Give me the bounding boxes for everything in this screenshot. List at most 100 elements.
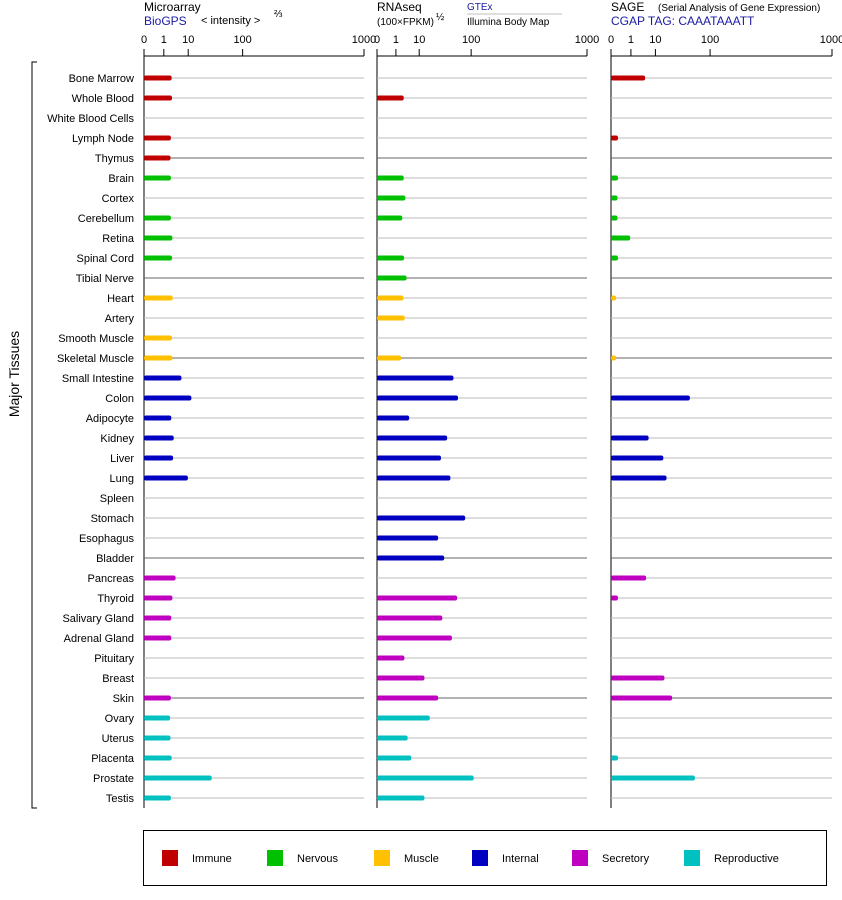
category-label: Pancreas xyxy=(88,573,135,585)
bar-microarray xyxy=(144,795,171,801)
bar-microarray xyxy=(144,595,173,601)
legend: Immune Nervous Muscle Internal Secretory Repr… xyxy=(143,830,827,886)
legend-label: Muscle xyxy=(404,853,439,865)
bar-microarray xyxy=(144,395,192,401)
legend-item: Nervous xyxy=(267,850,338,866)
bar-microarray xyxy=(144,615,172,621)
category-label: Stomach xyxy=(91,513,134,525)
bar-microarray xyxy=(144,175,171,181)
legend-item: Internal xyxy=(472,850,539,866)
x-tick-label: 1000 xyxy=(575,34,599,46)
legend-swatch xyxy=(684,850,700,866)
category-label: Adipocyte xyxy=(86,413,134,425)
bar-microarray xyxy=(144,695,171,701)
legend-swatch xyxy=(572,850,588,866)
bar-microarray xyxy=(144,415,172,421)
bar-rnaseq xyxy=(377,255,405,261)
x-tick-label: 10 xyxy=(413,34,425,46)
bar-rnaseq xyxy=(377,435,448,441)
bar-microarray xyxy=(144,215,171,221)
group-bracket xyxy=(31,61,37,809)
category-label: Thyroid xyxy=(97,593,134,605)
category-label: Spleen xyxy=(100,493,134,505)
bar-rnaseq xyxy=(377,535,439,541)
category-label: Small Intestine xyxy=(62,373,134,385)
bar-rnaseq xyxy=(377,475,451,481)
bar-rnaseq xyxy=(377,635,452,641)
legend-swatch xyxy=(162,850,178,866)
bar-rnaseq xyxy=(377,615,443,621)
category-label: Skin xyxy=(113,693,134,705)
category-label: Kidney xyxy=(100,433,134,445)
bar-microarray xyxy=(144,755,172,761)
bar-microarray xyxy=(144,775,212,781)
bar-sage xyxy=(611,475,667,481)
category-label: Pituitary xyxy=(94,653,134,665)
bar-sage xyxy=(611,295,617,301)
bar-rnaseq xyxy=(377,315,405,321)
category-label: Heart xyxy=(107,293,134,305)
bar-microarray xyxy=(144,735,171,741)
x-tick-label: 1000 xyxy=(352,34,376,46)
bar-sage xyxy=(611,195,618,201)
bar-sage xyxy=(611,135,619,141)
panel-subtitle: BioGPS xyxy=(144,14,187,28)
panel-rnaseq: RNAseq (100×FPKM) ½ GTEx Illumina Body Map 0 1… xyxy=(374,0,599,808)
category-label: Brain xyxy=(108,173,134,185)
bar-microarray xyxy=(144,95,173,101)
bar-microarray xyxy=(144,75,172,81)
bar-microarray xyxy=(144,475,188,481)
panel-unit-sup: ½ xyxy=(436,12,445,23)
bar-microarray xyxy=(144,255,173,261)
bar-rnaseq xyxy=(377,415,410,421)
category-label: Esophagus xyxy=(79,533,135,545)
x-tick-label: 100 xyxy=(462,34,480,46)
panel-sage: SAGE (Serial Analysis of Gene Expression)… xyxy=(608,0,842,808)
legend-label: Nervous xyxy=(297,853,338,865)
category-label: Skeletal Muscle xyxy=(57,353,134,365)
x-tick-label: 0 xyxy=(141,34,147,46)
bar-rnaseq xyxy=(377,195,406,201)
bar-sage xyxy=(611,455,664,461)
legend-swatch xyxy=(374,850,390,866)
bar-rnaseq xyxy=(377,275,407,281)
bar-sage xyxy=(611,255,619,261)
bar-rnaseq xyxy=(377,455,441,461)
bar-rnaseq xyxy=(377,95,404,101)
bar-sage xyxy=(611,75,646,81)
bar-sage xyxy=(611,775,695,781)
bar-rnaseq xyxy=(377,655,405,661)
category-label: Placenta xyxy=(91,753,135,765)
category-label: Bladder xyxy=(96,553,134,565)
legend-item: Reproductive xyxy=(684,850,779,866)
panel-unit-label: < intensity > xyxy=(201,15,260,27)
category-labels: Bone Marrow Whole Blood White Blood Cells L… xyxy=(47,73,135,805)
x-tick-label: 1 xyxy=(393,34,399,46)
category-label: Smooth Muscle xyxy=(58,333,134,345)
bar-rnaseq xyxy=(377,715,430,721)
y-group-label: Major Tissues xyxy=(6,331,22,417)
bar-rnaseq xyxy=(377,515,466,521)
bar-microarray xyxy=(144,335,173,341)
bar-rnaseq xyxy=(377,735,408,741)
legend-item: Immune xyxy=(162,850,232,866)
bar-microarray xyxy=(144,235,173,241)
x-tick-label: 100 xyxy=(233,34,251,46)
category-label: White Blood Cells xyxy=(47,113,134,125)
bar-sage xyxy=(611,175,619,181)
category-label: Ovary xyxy=(105,713,135,725)
legend-label: Internal xyxy=(502,853,539,865)
panel-subtitle: CGAP TAG: CAAATAAATT xyxy=(611,14,755,28)
x-tick-label: 0 xyxy=(608,34,614,46)
bar-microarray xyxy=(144,455,174,461)
bar-rnaseq xyxy=(377,595,458,601)
bar-microarray xyxy=(144,375,182,381)
bar-sage xyxy=(611,215,618,221)
bar-rnaseq xyxy=(377,355,402,361)
bar-microarray xyxy=(144,715,171,721)
bar-microarray xyxy=(144,135,171,141)
bar-rnaseq xyxy=(377,375,454,381)
bar-rnaseq xyxy=(377,395,459,401)
